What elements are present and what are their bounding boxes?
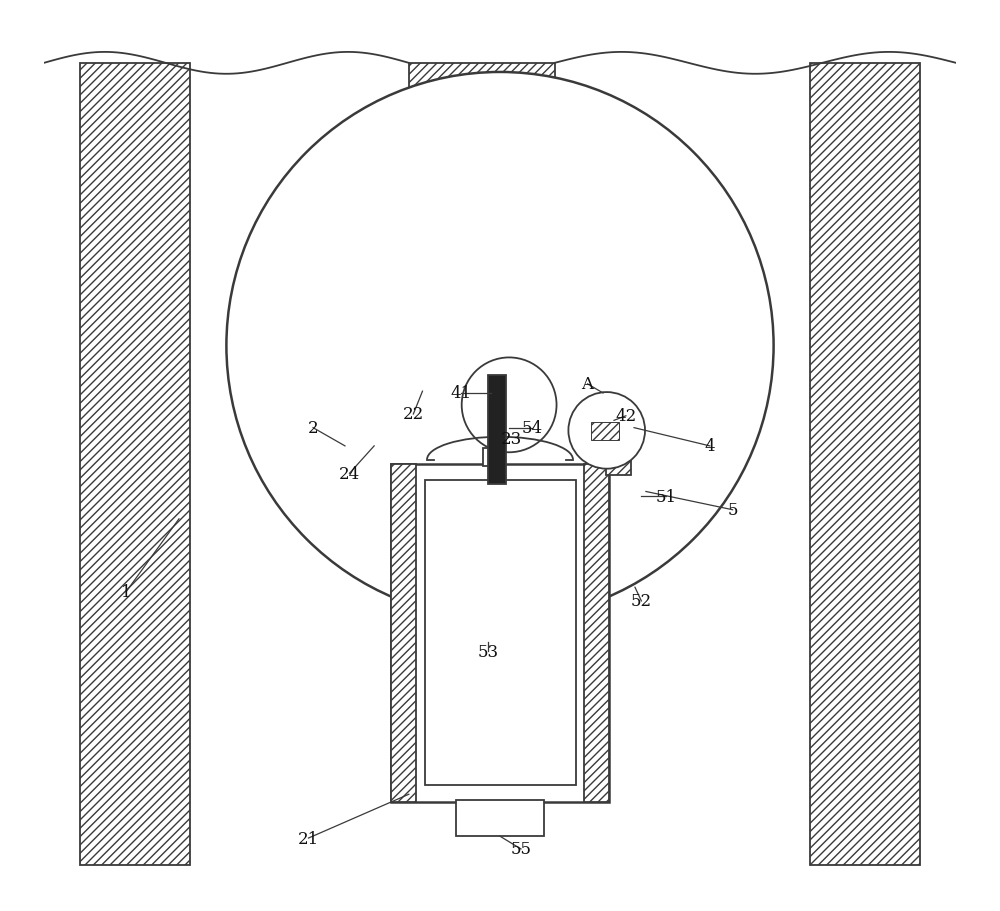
Text: 21: 21 [298, 830, 319, 846]
Bar [409, 118, 445, 465]
Text: 51: 51 [655, 488, 677, 505]
Bar [555, 118, 591, 465]
Text: 24: 24 [339, 466, 360, 482]
Bar [409, 64, 555, 118]
Text: 1: 1 [121, 584, 131, 600]
Text: 54: 54 [521, 420, 542, 436]
Bar [810, 64, 920, 865]
Bar [488, 375, 506, 485]
Text: 55: 55 [510, 841, 531, 857]
Text: 2: 2 [308, 420, 318, 436]
Text: 5: 5 [727, 502, 738, 518]
Text: 53: 53 [478, 643, 499, 660]
Bar [391, 465, 416, 802]
Text: 22: 22 [403, 406, 424, 423]
Bar [591, 423, 619, 441]
Bar [606, 407, 631, 476]
Bar [425, 480, 576, 785]
Bar [391, 465, 609, 802]
Bar [483, 448, 503, 466]
Text: 42: 42 [615, 408, 636, 425]
Bar [80, 64, 190, 865]
Text: 23: 23 [501, 431, 522, 447]
Text: 4: 4 [704, 438, 715, 455]
Circle shape [568, 393, 645, 469]
Circle shape [462, 358, 557, 453]
Text: A: A [582, 376, 594, 393]
Circle shape [226, 73, 774, 619]
Bar [456, 800, 544, 836]
Text: 41: 41 [450, 385, 471, 402]
Bar [584, 465, 609, 802]
Text: 52: 52 [631, 593, 652, 609]
